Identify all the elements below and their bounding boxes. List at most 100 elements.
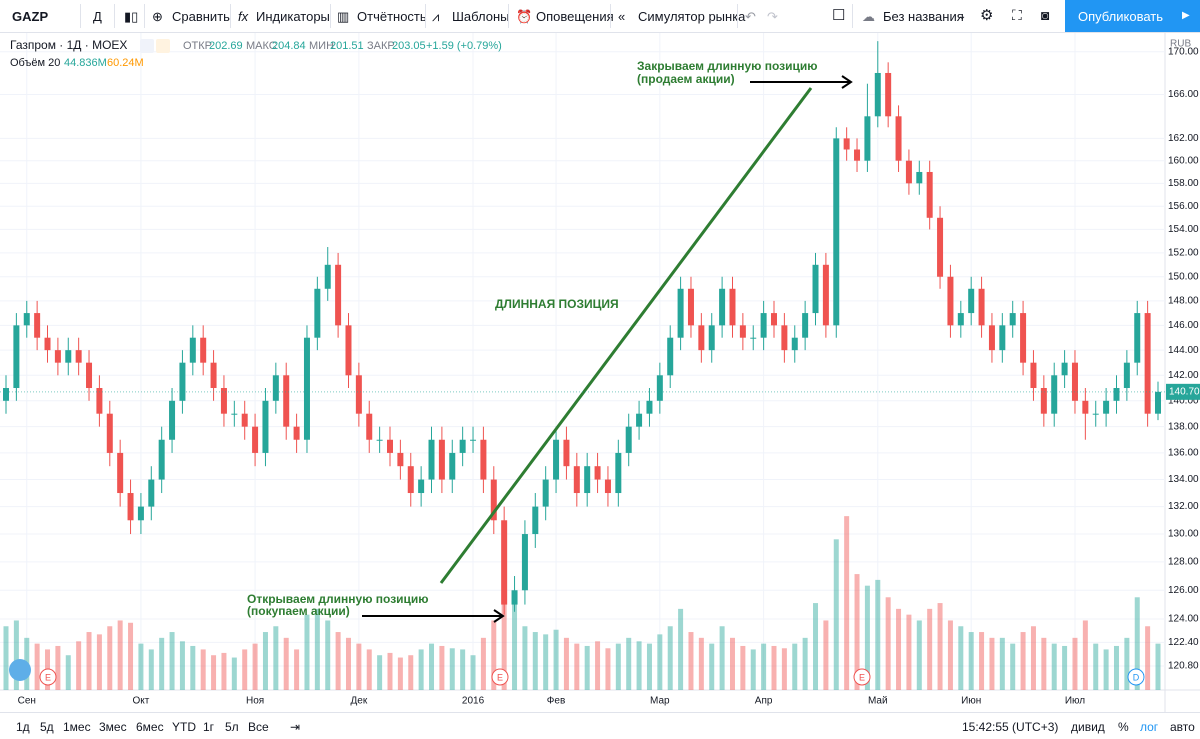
- volume-bar: [262, 632, 268, 690]
- annotation: (продаем акции): [637, 72, 735, 86]
- volume-bar: [626, 637, 632, 690]
- candle-body: [1040, 388, 1047, 414]
- icon[interactable]: ▮▯: [124, 9, 139, 24]
- volume-bar: [979, 632, 985, 690]
- candle-body: [272, 375, 279, 401]
- candle-body: [771, 313, 777, 326]
- volume-bar: [429, 643, 435, 690]
- range[interactable]: 1г: [203, 720, 215, 734]
- range[interactable]: 1д: [16, 720, 30, 734]
- logo[interactable]: [9, 659, 31, 681]
- candle-body: [438, 439, 445, 480]
- volume-bar: [927, 608, 933, 690]
- symbol[interactable]: GAZP: [12, 9, 49, 24]
- icon[interactable]: ☐: [832, 7, 846, 24]
- candle-body: [314, 288, 321, 338]
- candle-body: [698, 325, 705, 351]
- option[interactable]: %: [1118, 720, 1129, 734]
- candle-body: [220, 388, 227, 414]
- arrow: [362, 609, 505, 623]
- toolbar-item[interactable]: Симулятор рынка: [638, 9, 746, 24]
- separator: [114, 4, 115, 28]
- volume-bar: [200, 649, 206, 690]
- candle-body: [687, 288, 694, 326]
- interval[interactable]: Д: [93, 9, 102, 24]
- toolbar-item[interactable]: Индикаторы: [256, 9, 330, 24]
- volume-bar: [418, 649, 424, 690]
- volume-bar: [128, 622, 134, 690]
- volume-bar: [169, 632, 175, 690]
- candle-body: [418, 479, 425, 494]
- volume-bar: [999, 637, 1005, 690]
- separator: [230, 4, 231, 28]
- y-tick-label: 136.00: [1168, 448, 1199, 459]
- icon[interactable]: ⌄: [958, 11, 967, 22]
- range[interactable]: YTD: [172, 720, 196, 734]
- candle-body: [625, 426, 632, 453]
- candle-body: [293, 426, 300, 440]
- range[interactable]: 6мес: [136, 720, 164, 734]
- toolbar-item[interactable]: Отчётность: [357, 9, 427, 24]
- publish-label: Опубликовать: [1078, 9, 1164, 24]
- instrument: Газпром · 1Д · MOEX: [10, 38, 127, 52]
- volume-bar: [314, 608, 320, 690]
- settings[interactable]: ⚙: [980, 7, 994, 24]
- icon: ⏰: [516, 9, 533, 24]
- volume-bar: [325, 620, 331, 690]
- candle-body: [511, 590, 518, 605]
- candle-body: [65, 350, 72, 363]
- volume-bar: [460, 649, 466, 690]
- candle-body: [656, 375, 663, 401]
- toolbar-item[interactable]: Шаблоны: [452, 9, 510, 24]
- range[interactable]: 1мес: [63, 720, 91, 734]
- annotation: ДЛИННАЯ ПОЗИЦИЯ: [495, 297, 619, 311]
- ohlc-label: ОТКР: [183, 40, 212, 52]
- goto-date[interactable]: ⇥: [290, 720, 301, 734]
- candle-body: [1082, 400, 1089, 414]
- option[interactable]: дивид: [1071, 720, 1105, 734]
- grid: [0, 32, 1165, 690]
- option[interactable]: лог: [1140, 720, 1159, 734]
- redo[interactable]: ↷: [767, 9, 778, 24]
- candle-body: [355, 375, 362, 414]
- range[interactable]: 5д: [40, 720, 54, 734]
- volume-bar: [76, 641, 82, 690]
- candle-body: [833, 138, 840, 326]
- candle-body: [1123, 362, 1130, 389]
- event-label: E: [45, 672, 51, 682]
- toolbar-item[interactable]: Оповещения: [536, 9, 614, 24]
- instrument-icon: [140, 39, 154, 53]
- snapshot[interactable]: ◙: [1041, 7, 1050, 23]
- candle-body: [501, 520, 508, 605]
- layout-name[interactable]: Без названия: [883, 9, 964, 24]
- ohlc-label: МАКС: [246, 40, 277, 52]
- undo[interactable]: ↶: [745, 9, 756, 24]
- candle-body: [719, 288, 726, 326]
- range[interactable]: 3мес: [99, 720, 127, 734]
- volume-bar: [833, 539, 839, 690]
- candle-body: [854, 149, 861, 161]
- x-tick-label: Май: [868, 696, 888, 707]
- candle-body: [407, 466, 414, 494]
- candle-body: [957, 313, 964, 326]
- fullscreen[interactable]: ⛶: [1012, 7, 1022, 23]
- volume-bar: [304, 614, 310, 690]
- candle-body: [262, 400, 269, 453]
- publish-button[interactable]: Опубликовать ▶: [1065, 0, 1200, 32]
- y-tick-label: 148.00: [1168, 296, 1199, 307]
- candle-body: [179, 362, 186, 401]
- volume-bar: [574, 643, 580, 690]
- separator: [508, 4, 509, 28]
- candle-body: [1134, 313, 1141, 363]
- volume-bar: [709, 643, 715, 690]
- candle-body: [1092, 413, 1099, 415]
- range[interactable]: 5л: [225, 720, 239, 734]
- option[interactable]: авто: [1170, 720, 1195, 734]
- range[interactable]: Все: [248, 720, 269, 734]
- volume-bar: [896, 608, 902, 690]
- toolbar-item[interactable]: Сравнить: [172, 9, 230, 24]
- candle-body: [117, 452, 124, 494]
- last-price-label: 140.70: [1169, 386, 1200, 397]
- y-tick-label: 152.00: [1168, 248, 1199, 259]
